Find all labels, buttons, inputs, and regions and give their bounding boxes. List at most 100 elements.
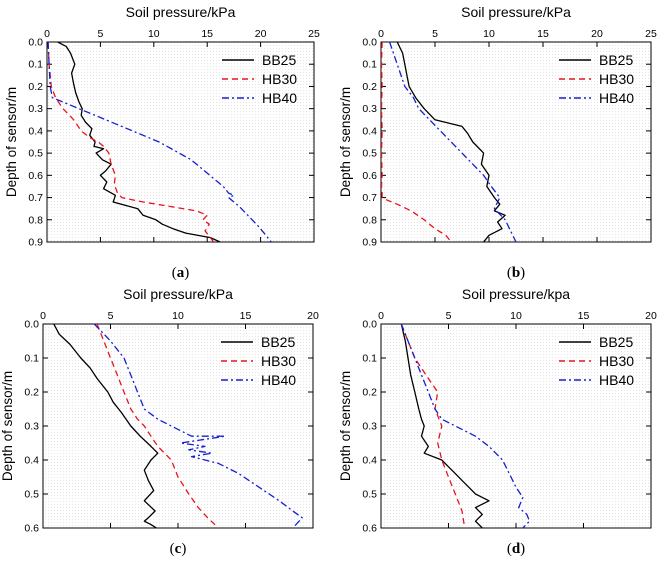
y-tick-label: 0.6 xyxy=(24,523,39,535)
y-tick-label: 0.4 xyxy=(362,455,377,467)
y-tick-label: 0.0 xyxy=(28,37,43,49)
x-tick-label: 0 xyxy=(378,28,384,40)
y-tick-label: 0.3 xyxy=(362,103,377,115)
legend-label-hb40: HB40 xyxy=(262,90,297,106)
legend-label-bb25: BB25 xyxy=(599,334,633,350)
y-tick-label: 0.7 xyxy=(28,192,43,204)
y-tick-label: 0.2 xyxy=(362,81,377,93)
panel-b: Soil pressure/kPa Depth of sensor/m 0 5 10 15… xyxy=(338,4,657,281)
legend: BB25 HB30 HB40 xyxy=(221,334,296,388)
panel-label: (b) xyxy=(507,265,525,281)
y-tick-label: 0.1 xyxy=(362,59,377,71)
y-axis-title: Depth of sensor/m xyxy=(4,87,19,197)
y-tick-label: 0.4 xyxy=(362,125,377,137)
y-tick-label: 0.0 xyxy=(24,319,39,331)
y-tick-label: 0.1 xyxy=(24,353,39,365)
legend: BB25 HB30 HB40 xyxy=(559,52,634,106)
y-tick-label: 0.0 xyxy=(362,319,377,331)
series-line-bb25 xyxy=(53,324,159,528)
series-line-hb30 xyxy=(400,324,466,528)
legend-label-hb30: HB30 xyxy=(599,353,634,369)
panel-c: Soil pressure/kPa Depth of sensor/m 0 5 10 15… xyxy=(0,286,319,557)
y-tick-label: 0.6 xyxy=(362,523,377,535)
y-axis-title: Depth of sensor/m xyxy=(338,371,353,481)
x-tick-label: 15 xyxy=(578,310,590,322)
x-tick-label: 5 xyxy=(432,28,438,40)
y-tick-label: 0.2 xyxy=(24,387,39,399)
series-line-hb40 xyxy=(93,324,303,528)
y-tick-label: 0.4 xyxy=(24,455,39,467)
legend-label-bb25: BB25 xyxy=(599,52,633,68)
series-line-hb30 xyxy=(96,324,219,528)
x-tick-label: 0 xyxy=(44,28,50,40)
legend-label-hb30: HB30 xyxy=(262,71,297,87)
x-tick-label: 15 xyxy=(240,310,252,322)
series-line-hb40 xyxy=(400,324,531,528)
x-tick-label: 20 xyxy=(591,28,603,40)
panel-label: (d) xyxy=(507,541,525,557)
series-line-bb25 xyxy=(400,324,490,528)
legend-label-bb25: BB25 xyxy=(261,334,295,350)
y-tick-label: 0.6 xyxy=(362,170,377,182)
x-tick-label: 10 xyxy=(510,310,522,322)
y-tick-label: 0.5 xyxy=(362,148,377,160)
x-axis-title: Soil pressure/kPa xyxy=(126,4,236,20)
y-tick-label: 0.7 xyxy=(362,192,377,204)
y-tick-label: 0.5 xyxy=(362,489,377,501)
x-tick-label: 25 xyxy=(308,28,320,40)
y-tick-label: 0.9 xyxy=(28,237,43,249)
y-tick-label: 0.2 xyxy=(28,81,43,93)
x-tick-label: 5 xyxy=(108,310,114,322)
legend-label-hb40: HB40 xyxy=(599,372,634,388)
x-tick-label: 20 xyxy=(255,28,267,40)
x-tick-label: 0 xyxy=(40,310,46,322)
legend-label-hb40: HB40 xyxy=(599,90,634,106)
x-tick-label: 15 xyxy=(537,28,549,40)
x-axis-title: Soil pressure/kPa xyxy=(123,286,233,302)
legend-label-hb40: HB40 xyxy=(261,372,296,388)
legend: BB25 HB30 HB40 xyxy=(222,52,297,106)
y-tick-label: 0.3 xyxy=(24,421,39,433)
panel-d: Soil pressure/kpa Depth of sensor/m 0 5 10 15… xyxy=(338,286,657,557)
x-tick-label: 25 xyxy=(645,28,657,40)
x-tick-label: 15 xyxy=(201,28,213,40)
y-axis-title: Depth of sensor/m xyxy=(0,371,15,481)
series-line-hb30 xyxy=(381,42,452,242)
y-tick-label: 0.1 xyxy=(362,353,377,365)
x-tick-label: 5 xyxy=(446,310,452,322)
x-tick-label: 10 xyxy=(483,28,495,40)
x-tick-label: 20 xyxy=(645,310,657,322)
x-axis-title: Soil pressure/kpa xyxy=(462,286,570,302)
y-tick-label: 0.1 xyxy=(28,59,43,71)
legend-label-hb30: HB30 xyxy=(261,353,296,369)
y-tick-label: 0.8 xyxy=(28,214,43,226)
y-tick-label: 0.9 xyxy=(362,237,377,249)
legend-label-bb25: BB25 xyxy=(262,52,296,68)
y-axis-title: Depth of sensor/m xyxy=(338,87,353,197)
legend: BB25 HB30 HB40 xyxy=(559,334,634,388)
panel-a: Soil pressure/kPa Depth of sensor/m 0 5 10 15… xyxy=(4,4,320,281)
panel-label: (a) xyxy=(172,265,190,281)
y-tick-label: 0.0 xyxy=(362,37,377,49)
x-tick-label: 0 xyxy=(378,310,384,322)
x-tick-label: 5 xyxy=(97,28,103,40)
series-line-hb40 xyxy=(47,42,272,242)
y-tick-label: 0.4 xyxy=(28,125,43,137)
series-line-hb40 xyxy=(388,42,517,242)
y-tick-label: 0.6 xyxy=(28,170,43,182)
panel-label: (c) xyxy=(170,541,187,557)
legend-label-hb30: HB30 xyxy=(599,71,634,87)
x-axis-title: Soil pressure/kPa xyxy=(461,4,571,20)
x-tick-label: 20 xyxy=(307,310,319,322)
y-tick-label: 0.2 xyxy=(362,387,377,399)
y-tick-label: 0.3 xyxy=(28,103,43,115)
x-tick-label: 10 xyxy=(172,310,184,322)
y-tick-label: 0.5 xyxy=(24,489,39,501)
y-tick-label: 0.5 xyxy=(28,148,43,160)
x-tick-label: 10 xyxy=(148,28,160,40)
series-line-bb25 xyxy=(396,42,506,242)
series-line-bb25 xyxy=(57,42,221,242)
y-tick-label: 0.3 xyxy=(362,421,377,433)
y-tick-label: 0.8 xyxy=(362,214,377,226)
